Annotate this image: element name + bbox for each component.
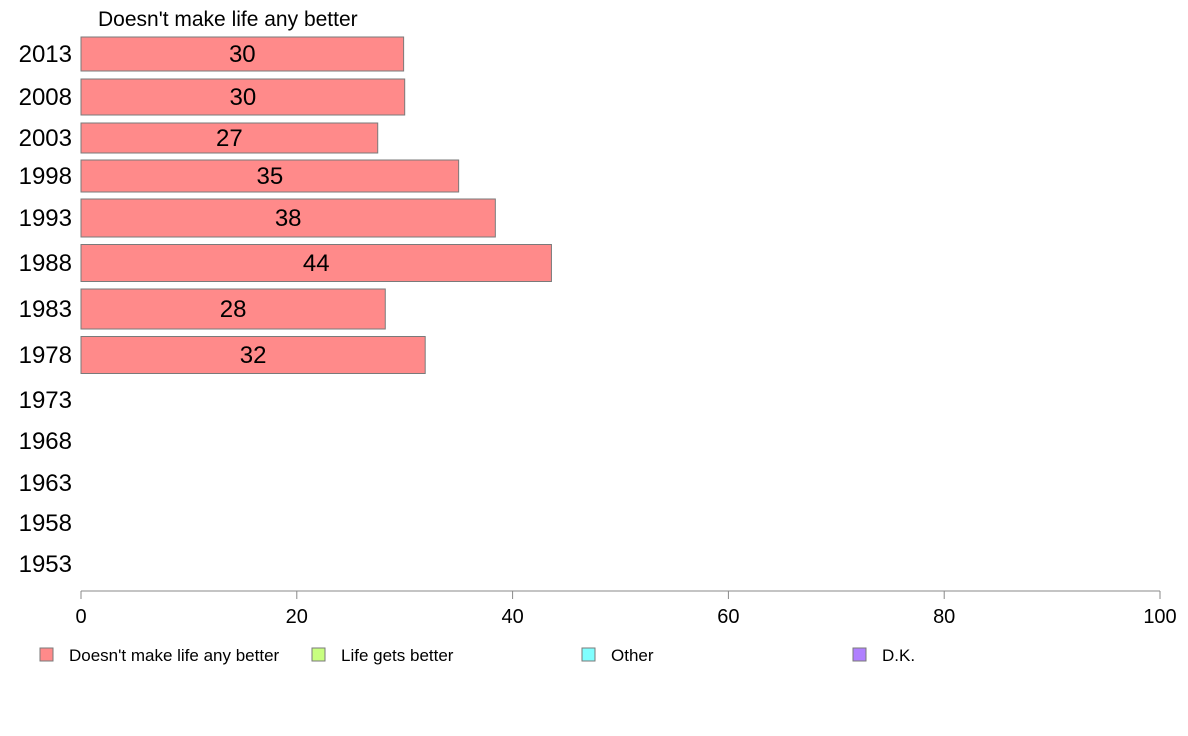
bar-value-label: 32 <box>240 342 267 369</box>
year-label: 1998 <box>19 163 72 190</box>
bar <box>80 122 379 154</box>
bar-value-label: 30 <box>229 84 256 111</box>
x-tick-label: 100 <box>1143 606 1176 628</box>
x-tick-label: 20 <box>286 606 308 628</box>
legend-swatch <box>39 647 54 662</box>
bar <box>80 159 460 193</box>
legend-label: Life gets better <box>341 646 454 665</box>
year-label: 1968 <box>19 428 72 455</box>
bar-value-label: 30 <box>229 41 256 68</box>
year-label: 2013 <box>19 41 72 68</box>
bar-value-label: 38 <box>275 205 302 232</box>
bar-value-label: 44 <box>303 250 330 277</box>
bar-value-label: 35 <box>256 163 283 190</box>
chart-title: Doesn't make life any better <box>98 8 358 31</box>
legend: Doesn't make life any better Life gets be… <box>39 646 915 665</box>
bar <box>80 36 405 72</box>
bar-value-label: 27 <box>216 125 243 152</box>
year-label: 1978 <box>19 342 72 369</box>
year-label: 2008 <box>19 84 72 111</box>
year-labels-group: 2013 2008 2003 1998 1993 1988 1983 1978 1973 1968… <box>19 41 72 578</box>
bar <box>80 288 386 330</box>
bar-value-label: 28 <box>220 296 247 323</box>
year-label: 1963 <box>19 470 72 497</box>
year-label: 1993 <box>19 205 72 232</box>
bar <box>80 198 496 238</box>
year-label: 2003 <box>19 125 72 152</box>
x-tick-label: 80 <box>933 606 955 628</box>
legend-label: D.K. <box>882 646 915 665</box>
legend-label: Doesn't make life any better <box>69 646 280 665</box>
legend-swatch <box>852 647 867 662</box>
x-axis: 0 20 40 60 80 100 <box>75 590 1177 628</box>
x-tick-label: 40 <box>501 606 523 628</box>
x-tick-label: 60 <box>717 606 739 628</box>
legend-swatch <box>581 647 596 662</box>
year-label: 1973 <box>19 387 72 414</box>
x-tick-label: 0 <box>75 606 86 628</box>
year-label: 1988 <box>19 250 72 277</box>
bar <box>80 78 406 116</box>
legend-label: Other <box>611 646 654 665</box>
year-label: 1983 <box>19 296 72 323</box>
legend-swatch <box>311 647 326 662</box>
year-label: 1953 <box>19 551 72 578</box>
year-label: 1958 <box>19 510 72 537</box>
bar <box>80 244 552 282</box>
bar <box>80 336 426 374</box>
